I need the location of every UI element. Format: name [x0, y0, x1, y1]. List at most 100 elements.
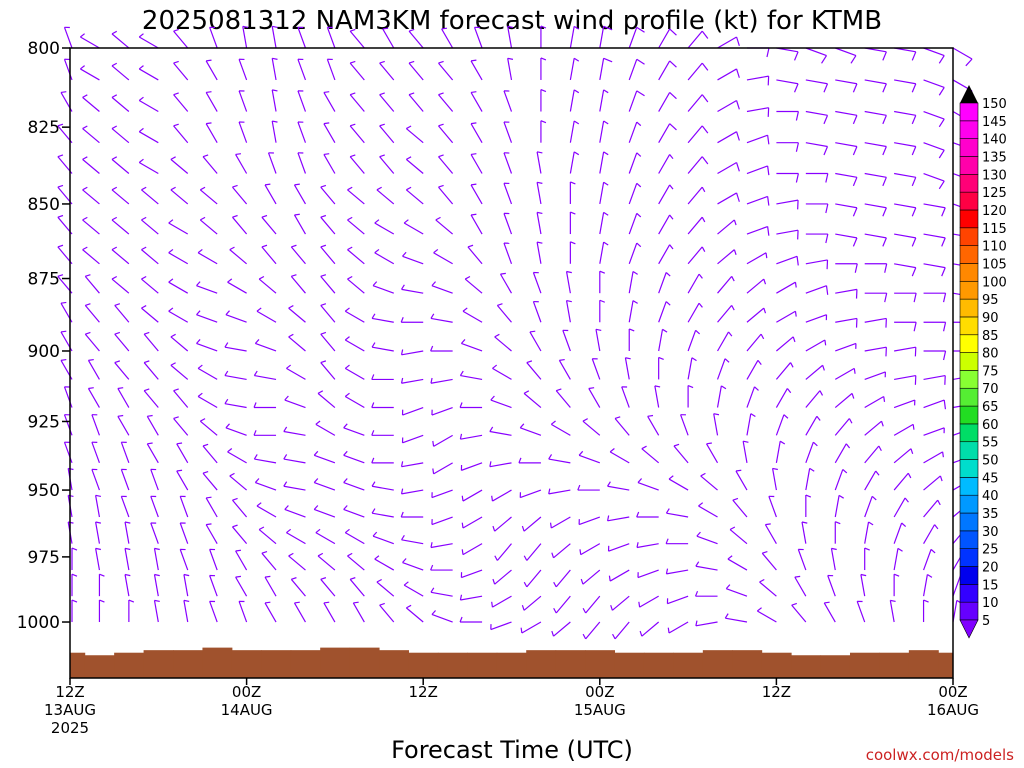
barb-feather	[694, 590, 699, 597]
wind-barb	[352, 601, 365, 623]
wind-barb	[400, 488, 424, 495]
wind-barb	[724, 613, 748, 623]
colorbar-cell	[959, 316, 979, 336]
wind-barb	[82, 246, 100, 265]
wind-barb	[610, 595, 630, 611]
wind-barb	[923, 399, 947, 410]
wind-barbs	[57, 25, 976, 640]
barb-feather	[459, 433, 463, 440]
barb-feather	[595, 328, 602, 332]
wind-barb	[582, 595, 601, 614]
barb-shaft	[856, 601, 866, 623]
barb-feather	[323, 122, 330, 125]
colorbar-label: 15	[982, 578, 999, 593]
barb-shaft	[746, 252, 767, 265]
barb-feather	[374, 248, 380, 254]
wind-barb	[209, 548, 218, 571]
source-credit: coolwx.com/models	[866, 746, 1014, 764]
barb-shaft	[717, 219, 735, 235]
barb-feather	[794, 575, 801, 578]
barb-feather	[441, 27, 448, 30]
barb-shaft	[492, 367, 512, 380]
barb-shaft	[716, 358, 726, 380]
barb-feather	[256, 307, 262, 312]
barb-feather	[735, 469, 742, 472]
wind-barb	[628, 152, 642, 174]
wind-barb	[111, 94, 130, 112]
barb-feather	[57, 244, 64, 248]
y-tick-label: 800	[28, 39, 60, 59]
wind-barb	[923, 350, 947, 361]
barb-shaft	[637, 569, 659, 579]
wind-barb	[599, 181, 609, 205]
barb-feather	[526, 360, 533, 364]
barb-feather	[60, 91, 67, 94]
wind-barb	[146, 442, 159, 464]
barb-feather	[350, 28, 356, 32]
wind-barb	[578, 450, 601, 464]
wind-barb	[176, 442, 189, 464]
wind-barb	[805, 47, 828, 64]
barb-shaft	[735, 470, 748, 491]
barb-feather	[406, 125, 412, 130]
wind-barb	[827, 574, 836, 597]
wind-barb	[599, 151, 609, 174]
barb-feather	[573, 25, 580, 30]
barb-shaft	[91, 469, 100, 491]
barb-shaft	[776, 281, 796, 294]
wind-barb	[343, 450, 365, 464]
barb-feather	[540, 57, 547, 61]
barb-feather	[170, 333, 176, 338]
wind-barb	[371, 342, 394, 352]
barb-shaft	[658, 60, 671, 81]
wind-barb	[87, 387, 100, 408]
barb-shaft	[582, 420, 601, 436]
barb-shaft	[255, 481, 277, 491]
barb-shaft	[261, 246, 277, 265]
barb-feather	[490, 395, 495, 401]
wind-barb	[834, 468, 848, 491]
wind-barb	[923, 427, 945, 436]
barb-feather	[911, 207, 917, 217]
barb-feather	[206, 122, 212, 125]
barb-shaft	[347, 278, 365, 294]
colorbar-label: 110	[982, 240, 1007, 255]
barb-feather	[608, 575, 611, 582]
barb-shaft	[173, 62, 189, 81]
barb-feather	[371, 508, 376, 514]
barb-feather	[272, 89, 278, 92]
barb-shaft	[401, 378, 424, 384]
wind-barb	[141, 186, 159, 205]
wind-barb	[196, 281, 218, 294]
barb-feather	[294, 213, 300, 216]
barb-feather	[824, 339, 827, 346]
barb-shaft	[379, 94, 395, 112]
barb-feather	[400, 377, 404, 384]
wind-barb	[138, 158, 159, 175]
wind-barb	[326, 26, 336, 49]
wind-barb	[460, 339, 483, 352]
barb-shaft	[746, 225, 768, 235]
barb-feather	[206, 523, 212, 526]
wind-barb	[864, 495, 877, 518]
barb-feather	[470, 183, 477, 186]
barb-feather	[766, 47, 770, 58]
barb-feather	[224, 342, 229, 348]
barb-shaft	[405, 128, 424, 144]
barb-shaft	[639, 595, 659, 608]
barb-shaft	[286, 532, 306, 545]
barb-feather	[882, 83, 887, 93]
barb-shaft	[894, 263, 916, 269]
barb-feather	[507, 57, 514, 60]
barb-feather	[669, 123, 677, 131]
wind-barb	[288, 333, 306, 352]
barb-feather	[603, 151, 609, 156]
wind-barb	[430, 542, 453, 549]
barb-shaft	[496, 305, 512, 323]
barb-shaft	[548, 458, 571, 464]
barb-feather	[206, 91, 212, 94]
barb-shaft	[379, 604, 395, 623]
barb-shaft	[717, 161, 737, 175]
barb-feather	[431, 610, 436, 615]
barb-shaft	[408, 30, 424, 49]
